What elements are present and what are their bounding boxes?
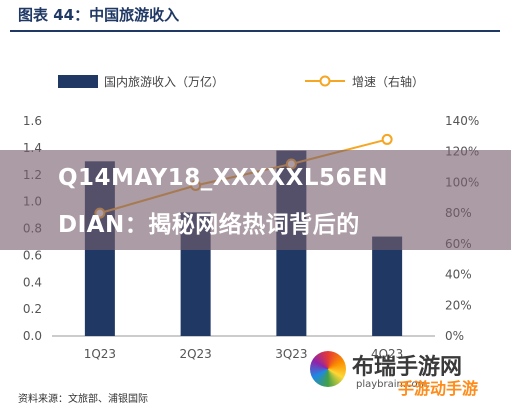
legend-line-marker — [319, 75, 331, 87]
source-note: 资料来源：文旅部、浦银国际 — [18, 394, 148, 405]
right-tick-label: 0% — [445, 329, 464, 343]
watermark-badge: 手游动手游 — [398, 379, 479, 398]
legend-line-label: 增速（右轴） — [352, 74, 424, 89]
x-tick-label: 3Q23 — [275, 347, 307, 361]
watermark: 布瑞手游网 playbrain.com 手游动手游 — [300, 345, 511, 406]
growth-point — [381, 133, 393, 145]
x-tick-label: 4Q23 — [371, 347, 403, 361]
right-tick-label: 20% — [445, 298, 472, 312]
legend-bar-label: 国内旅游收入（万亿） — [104, 74, 224, 89]
watermark-domain: playbrain.com — [356, 379, 428, 390]
x-tick-label: 2Q23 — [179, 347, 211, 361]
left-tick-label: 1.6 — [23, 114, 42, 128]
left-tick-label: 0.0 — [23, 329, 42, 343]
title-divider — [10, 30, 500, 32]
overlay-text-line-1: Q14MAY18_XXXXXL56EN — [58, 165, 388, 191]
chart-title: 图表 44：中国旅游收入 — [18, 6, 180, 24]
right-tick-label: 140% — [445, 114, 479, 128]
left-tick-label: 0.4 — [23, 275, 42, 289]
left-tick-label: 0.6 — [23, 248, 42, 262]
legend-bar-swatch — [58, 75, 98, 88]
watermark-name: 布瑞手游网 — [352, 355, 463, 380]
left-tick-label: 0.2 — [23, 302, 42, 316]
watermark-logo-icon — [310, 351, 346, 387]
right-tick-label: 40% — [445, 268, 472, 282]
overlay-banner — [0, 150, 511, 250]
overlay-text-line-2: DIAN：揭秘网络热词背后的 — [58, 212, 360, 238]
bar — [372, 236, 403, 336]
x-tick-label: 1Q23 — [84, 347, 116, 361]
